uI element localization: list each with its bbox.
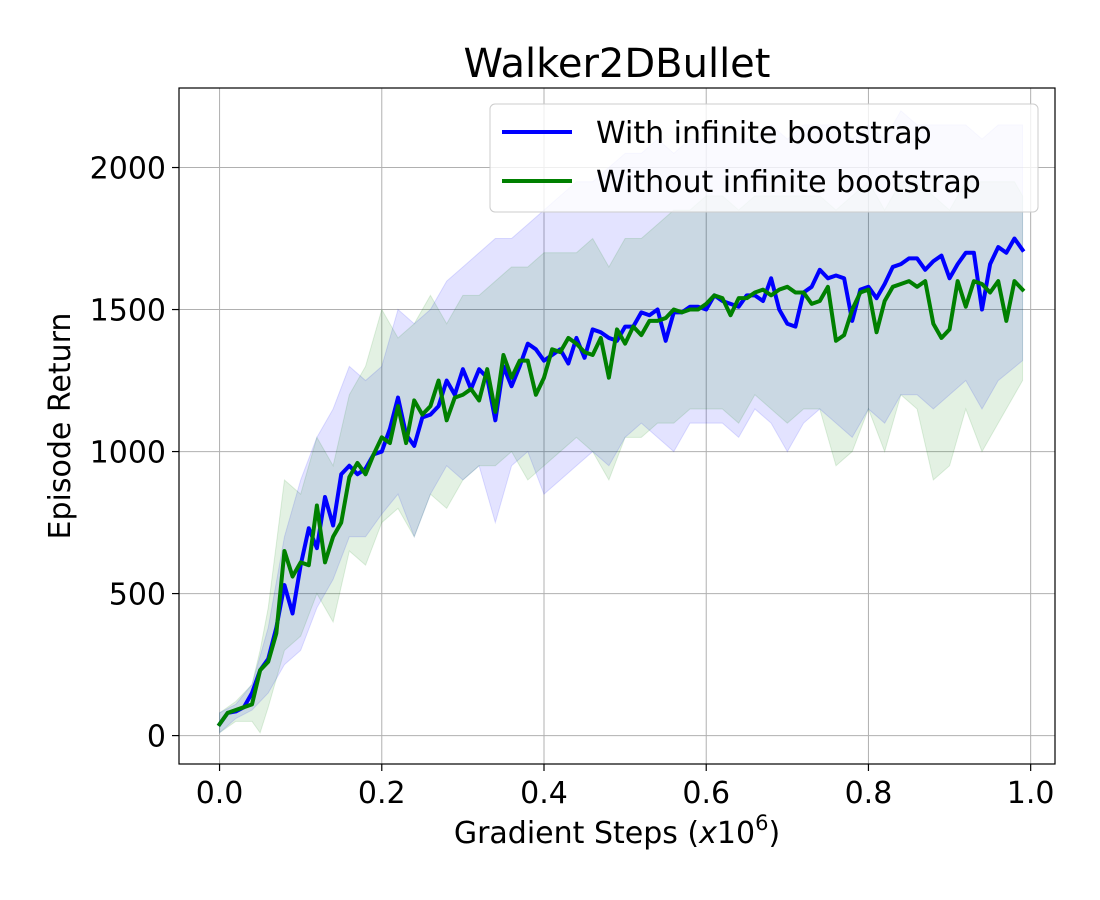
series-lines: [216, 236, 1026, 728]
x-axis-label-var: x: [698, 816, 717, 851]
confidence-bands: [219, 109, 1024, 734]
x-axis-label-main: Gradient Steps (: [454, 816, 699, 851]
y-tick-label: 1500: [90, 294, 166, 329]
ticks: 0.0 0.2 0.4 0.6 0.8 1.0 0 500 1000 1500 2000: [90, 152, 1055, 811]
y-tick-label: 2000: [90, 152, 166, 187]
x-tick-label: 0.6: [682, 776, 730, 811]
y-axis-label: Episode Return: [43, 313, 78, 540]
x-axis-label: Gradient Steps (x106): [454, 811, 780, 851]
x-axis-label-exponent: 6: [755, 811, 768, 835]
confidence-band-1: [219, 180, 1024, 734]
x-tick-label: 1.0: [1007, 776, 1055, 811]
confidence-band-0: [219, 109, 1024, 734]
axes: [178, 87, 1056, 765]
y-tick-label: 500: [109, 578, 166, 613]
y-tick-label: 1000: [90, 436, 166, 471]
x-axis-label-close: ): [768, 816, 780, 851]
y-tick-label: 0: [147, 720, 166, 755]
legend-label-with: With infinite bootstrap: [596, 116, 932, 151]
legend-box: [489, 103, 1039, 213]
series-line-1: [216, 279, 1026, 728]
x-tick-label: 0.2: [358, 776, 406, 811]
chart-title: Walker2DBullet: [464, 41, 771, 87]
x-axis-label-base: 10: [717, 816, 755, 851]
legend-label-without: Without infinite bootstrap: [596, 165, 981, 200]
axes-frame: [178, 87, 1056, 765]
x-tick-label: 0.8: [845, 776, 893, 811]
x-tick-label: 0.4: [520, 776, 568, 811]
x-tick-label: 0.0: [196, 776, 244, 811]
legend: With infinite bootstrap Without infinite…: [489, 103, 1039, 213]
